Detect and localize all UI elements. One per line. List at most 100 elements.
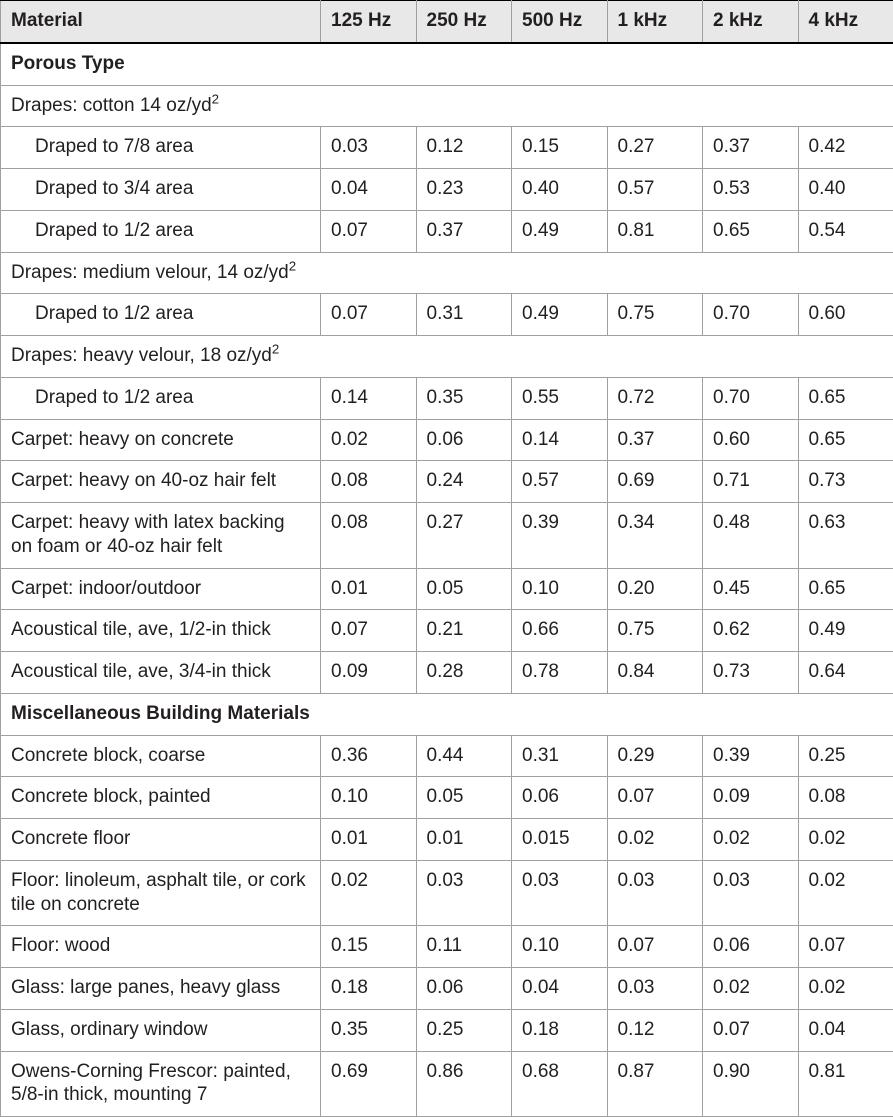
value-cell: 0.03 <box>512 860 608 926</box>
value-cell: 0.49 <box>512 294 608 336</box>
value-cell: 0.60 <box>703 419 799 461</box>
material-cell: Concrete block, coarse <box>1 735 321 777</box>
table-row: Acoustical tile, ave, 1/2-in thick0.070.… <box>1 610 893 652</box>
value-cell: 0.62 <box>703 610 799 652</box>
value-cell: 0.01 <box>321 568 417 610</box>
col-header-125hz: 125 Hz <box>321 1 417 43</box>
value-cell: 0.02 <box>321 419 417 461</box>
material-cell: Carpet: heavy on concrete <box>1 419 321 461</box>
table-row: Floor: wood0.150.110.100.070.060.07 <box>1 926 893 968</box>
value-cell: 0.11 <box>416 926 512 968</box>
value-cell: 0.49 <box>512 210 608 252</box>
value-cell: 0.81 <box>607 210 703 252</box>
value-cell: 0.02 <box>798 860 893 926</box>
value-cell: 0.70 <box>703 377 799 419</box>
value-cell: 0.25 <box>798 735 893 777</box>
material-cell: Draped to 3/4 area <box>1 169 321 211</box>
value-cell: 0.07 <box>321 610 417 652</box>
value-cell: 0.08 <box>321 503 417 569</box>
value-cell: 0.25 <box>416 1009 512 1051</box>
section-heading-row: Miscellaneous Building Materials <box>1 693 893 735</box>
value-cell: 0.57 <box>607 169 703 211</box>
value-cell: 0.57 <box>512 461 608 503</box>
value-cell: 0.53 <box>703 169 799 211</box>
value-cell: 0.36 <box>321 735 417 777</box>
value-cell: 0.05 <box>416 568 512 610</box>
subheading: Drapes: medium velour, 14 oz/yd2 <box>1 252 893 294</box>
subheading-row: Drapes: medium velour, 14 oz/yd2 <box>1 252 893 294</box>
value-cell: 0.21 <box>416 610 512 652</box>
value-cell: 0.12 <box>607 1009 703 1051</box>
value-cell: 0.06 <box>416 968 512 1010</box>
value-cell: 0.40 <box>512 169 608 211</box>
value-cell: 0.65 <box>798 377 893 419</box>
value-cell: 0.63 <box>798 503 893 569</box>
value-cell: 0.34 <box>607 503 703 569</box>
value-cell: 0.05 <box>416 777 512 819</box>
value-cell: 0.44 <box>416 735 512 777</box>
table-row: Draped to 1/2 area0.070.370.490.810.650.… <box>1 210 893 252</box>
value-cell: 0.23 <box>416 169 512 211</box>
value-cell: 0.15 <box>512 127 608 169</box>
value-cell: 0.31 <box>512 735 608 777</box>
value-cell: 0.37 <box>703 127 799 169</box>
material-cell: Acoustical tile, ave, 3/4-in thick <box>1 652 321 694</box>
col-header-4khz: 4 kHz <box>798 1 893 43</box>
value-cell: 0.90 <box>703 1051 799 1117</box>
value-cell: 0.02 <box>798 819 893 861</box>
material-cell: Carpet: indoor/outdoor <box>1 568 321 610</box>
value-cell: 0.73 <box>798 461 893 503</box>
value-cell: 0.09 <box>703 777 799 819</box>
value-cell: 0.73 <box>703 652 799 694</box>
subheading-row: Drapes: cotton 14 oz/yd2 <box>1 85 893 127</box>
absorption-coefficients-table: Material 125 Hz 250 Hz 500 Hz 1 kHz 2 kH… <box>0 0 893 1117</box>
value-cell: 0.55 <box>512 377 608 419</box>
table-row: Draped to 1/2 area0.070.310.490.750.700.… <box>1 294 893 336</box>
value-cell: 0.07 <box>607 777 703 819</box>
col-header-material: Material <box>1 1 321 43</box>
value-cell: 0.02 <box>703 968 799 1010</box>
col-header-500hz: 500 Hz <box>512 1 608 43</box>
table-row: Carpet: indoor/outdoor0.010.050.100.200.… <box>1 568 893 610</box>
material-cell: Floor: wood <box>1 926 321 968</box>
material-cell: Acoustical tile, ave, 1/2-in thick <box>1 610 321 652</box>
value-cell: 0.37 <box>607 419 703 461</box>
value-cell: 0.06 <box>512 777 608 819</box>
value-cell: 0.45 <box>703 568 799 610</box>
value-cell: 0.10 <box>321 777 417 819</box>
value-cell: 0.08 <box>798 777 893 819</box>
material-cell: Carpet: heavy with latex backing on foam… <box>1 503 321 569</box>
value-cell: 0.18 <box>321 968 417 1010</box>
value-cell: 0.70 <box>703 294 799 336</box>
table-row: Draped to 7/8 area0.030.120.150.270.370.… <box>1 127 893 169</box>
table-row: Glass, ordinary window0.350.250.180.120.… <box>1 1009 893 1051</box>
value-cell: 0.07 <box>321 294 417 336</box>
value-cell: 0.03 <box>607 968 703 1010</box>
table-row: Owens-Corning Frescor: painted, 5/8-in t… <box>1 1051 893 1117</box>
value-cell: 0.65 <box>798 568 893 610</box>
subheading: Drapes: heavy velour, 18 oz/yd2 <box>1 336 893 378</box>
value-cell: 0.06 <box>416 419 512 461</box>
section-heading: Porous Type <box>1 43 893 85</box>
section-heading: Miscellaneous Building Materials <box>1 693 893 735</box>
material-cell: Draped to 1/2 area <box>1 294 321 336</box>
subheading-row: Drapes: heavy velour, 18 oz/yd2 <box>1 336 893 378</box>
material-cell: Concrete floor <box>1 819 321 861</box>
col-header-250hz: 250 Hz <box>416 1 512 43</box>
value-cell: 0.02 <box>321 860 417 926</box>
value-cell: 0.29 <box>607 735 703 777</box>
value-cell: 0.18 <box>512 1009 608 1051</box>
value-cell: 0.04 <box>512 968 608 1010</box>
value-cell: 0.65 <box>703 210 799 252</box>
value-cell: 0.01 <box>321 819 417 861</box>
value-cell: 0.66 <box>512 610 608 652</box>
value-cell: 0.84 <box>607 652 703 694</box>
value-cell: 0.14 <box>512 419 608 461</box>
table-row: Concrete block, coarse0.360.440.310.29 0.… <box>1 735 893 777</box>
value-cell: 0.27 <box>416 503 512 569</box>
value-cell: 0.03 <box>607 860 703 926</box>
table-row: Concrete floor0.010.010.0150.020.020.02 <box>1 819 893 861</box>
subheading: Drapes: cotton 14 oz/yd2 <box>1 85 893 127</box>
value-cell: 0.65 <box>798 419 893 461</box>
value-cell: 0.87 <box>607 1051 703 1117</box>
